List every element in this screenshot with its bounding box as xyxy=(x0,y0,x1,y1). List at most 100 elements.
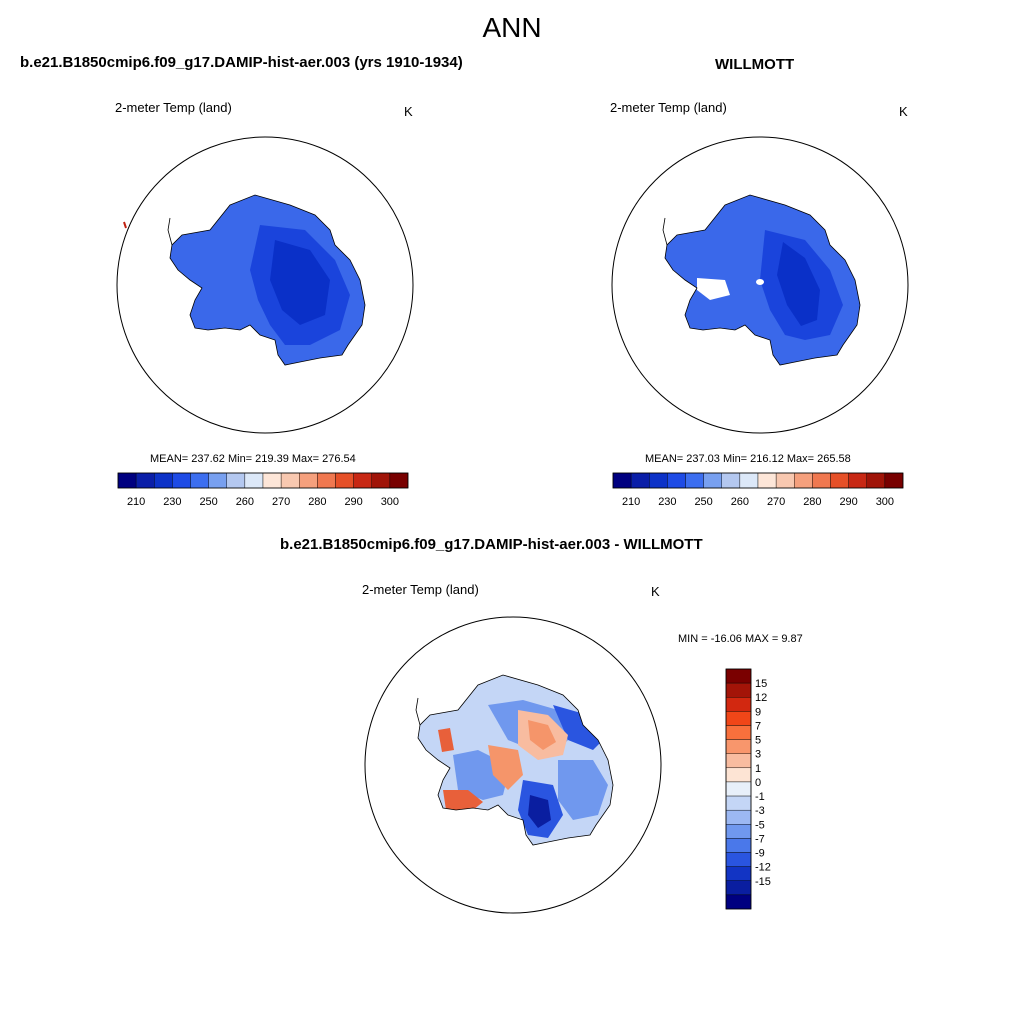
colorbar-tick-label: 7 xyxy=(755,720,761,732)
colorbar-swatch xyxy=(612,472,632,489)
colorbar-swatch xyxy=(630,472,650,489)
colorbar-tick-label: -5 xyxy=(755,819,765,831)
peninsula-coastline xyxy=(415,697,421,726)
colorbar-tick-label: 5 xyxy=(755,735,761,747)
diff-cool-southeast xyxy=(558,760,608,820)
colorbar-swatch xyxy=(172,472,191,489)
colorbar-swatch xyxy=(757,472,777,489)
plateau-coldest-region xyxy=(777,242,820,326)
pole-missing-region xyxy=(756,279,764,285)
obs-colorbar: 210 230 250 260 270 280 290 300 xyxy=(612,472,904,508)
colorbar-tick-label: -15 xyxy=(755,876,771,888)
colorbar-swatch xyxy=(117,472,137,489)
colorbar-swatch xyxy=(848,472,867,489)
diff-stats: MIN = -16.06 MAX = 9.87 xyxy=(678,633,803,645)
colorbar-swatch xyxy=(725,852,752,867)
colorbar-swatch xyxy=(721,472,741,489)
map-boundary-circle xyxy=(364,616,662,914)
map-boundary-circle xyxy=(611,136,909,434)
obs-panel-title: WILLMOTT xyxy=(715,56,795,73)
model-stats: MEAN= 237.62 Min= 219.39 Max= 276.54 xyxy=(150,453,356,465)
colorbar-swatch xyxy=(703,472,722,489)
obs-stats: MEAN= 237.03 Min= 216.12 Max= 265.58 xyxy=(645,453,851,465)
colorbar-tick-label: 250 xyxy=(694,496,712,508)
diff-cold-east xyxy=(553,705,603,750)
plateau-coldest-region xyxy=(270,240,330,325)
colorbar-swatch xyxy=(154,472,173,489)
colorbar-tick-label: 280 xyxy=(803,496,821,508)
colorbar-tick-label: 1 xyxy=(755,763,761,775)
colorbar-tick-label: 0 xyxy=(755,777,761,789)
model-variable-label: 2-meter Temp (land) xyxy=(115,100,232,115)
diff-units-label: K xyxy=(651,584,660,599)
colorbar-swatch xyxy=(190,472,209,489)
colorbar-swatch xyxy=(725,824,752,839)
diff-polar-map xyxy=(364,616,662,914)
colorbar-swatch xyxy=(244,472,264,489)
diff-coldest-basin xyxy=(528,795,551,828)
diff-warm-shelf xyxy=(443,790,483,810)
colorbar-swatch xyxy=(371,472,391,489)
colorbar-swatch xyxy=(812,472,831,489)
colorbar-swatch xyxy=(725,668,752,684)
colorbar-tick-label: 210 xyxy=(622,496,640,508)
colorbar-tick-label: 260 xyxy=(236,496,254,508)
south-america-tip xyxy=(123,221,127,229)
colorbar-swatch xyxy=(226,472,246,489)
diff-variable-label: 2-meter Temp (land) xyxy=(362,582,479,597)
model-panel-title: b.e21.B1850cmip6.f09_g17.DAMIP-hist-aer.… xyxy=(20,54,463,71)
colorbar-swatch xyxy=(725,767,752,783)
colorbar-tick-label: -7 xyxy=(755,833,765,845)
colorbar-tick-label: 9 xyxy=(755,706,761,718)
colorbar-tick-label: -9 xyxy=(755,848,765,860)
colorbar-swatch xyxy=(830,472,849,489)
diff-colorbar: 15 12 9 7 5 3 1 0 -1 -3 -5 -7 -9 -12 -15 xyxy=(725,668,771,910)
colorbar-tick-label: 230 xyxy=(658,496,676,508)
colorbar-tick-label: 270 xyxy=(767,496,785,508)
colorbar-tick-label: 260 xyxy=(731,496,749,508)
colorbar-swatch xyxy=(739,472,759,489)
colorbar-swatch xyxy=(208,472,227,489)
colorbar-swatch xyxy=(299,472,318,489)
colorbar-tick-label: 230 xyxy=(163,496,181,508)
colorbar-tick-label: 280 xyxy=(308,496,326,508)
obs-polar-map xyxy=(611,136,909,434)
colorbar-tick-label: 290 xyxy=(344,496,362,508)
colorbar-tick-label: 300 xyxy=(876,496,894,508)
colorbar-swatch xyxy=(794,472,813,489)
colorbar-swatch xyxy=(725,682,752,698)
colorbar-swatch xyxy=(725,880,752,896)
colorbar-swatch xyxy=(725,711,752,726)
diff-warm-plateau-core xyxy=(528,720,556,750)
map-boundary-circle xyxy=(116,136,414,434)
colorbar-tick-label: 3 xyxy=(755,749,761,761)
antarctica-coastline xyxy=(417,674,614,846)
model-colorbar: 210 230 250 260 270 280 290 300 xyxy=(117,472,409,508)
colorbar-tick-label: 15 xyxy=(755,678,767,690)
colorbar-swatch xyxy=(353,472,372,489)
colorbar-tick-label: 290 xyxy=(839,496,857,508)
colorbar-swatch xyxy=(884,472,904,489)
colorbar-swatch xyxy=(775,472,795,489)
obs-units-label: K xyxy=(899,104,908,119)
colorbar-swatch xyxy=(725,781,752,797)
colorbar-swatch xyxy=(685,472,704,489)
colorbar-swatch xyxy=(649,472,668,489)
diff-warm-peninsula xyxy=(438,728,454,752)
diff-panel-title: b.e21.B1850cmip6.f09_g17.DAMIP-hist-aer.… xyxy=(280,536,703,553)
colorbar-tick-label: 250 xyxy=(199,496,217,508)
colorbar-swatch xyxy=(280,472,300,489)
peninsula-coastline xyxy=(662,217,668,246)
colorbar-swatch xyxy=(725,866,752,881)
obs-variable-label: 2-meter Temp (land) xyxy=(610,100,727,115)
peninsula-coastline xyxy=(167,217,173,246)
colorbar-tick-label: -3 xyxy=(755,805,765,817)
colorbar-swatch xyxy=(725,809,752,825)
colorbar-swatch xyxy=(725,697,752,712)
colorbar-swatch xyxy=(725,838,752,853)
colorbar-swatch xyxy=(725,725,752,740)
colorbar-swatch xyxy=(725,739,752,754)
colorbar-tick-label: 270 xyxy=(272,496,290,508)
colorbar-swatch xyxy=(725,894,752,910)
diff-warm-ross xyxy=(488,745,523,790)
